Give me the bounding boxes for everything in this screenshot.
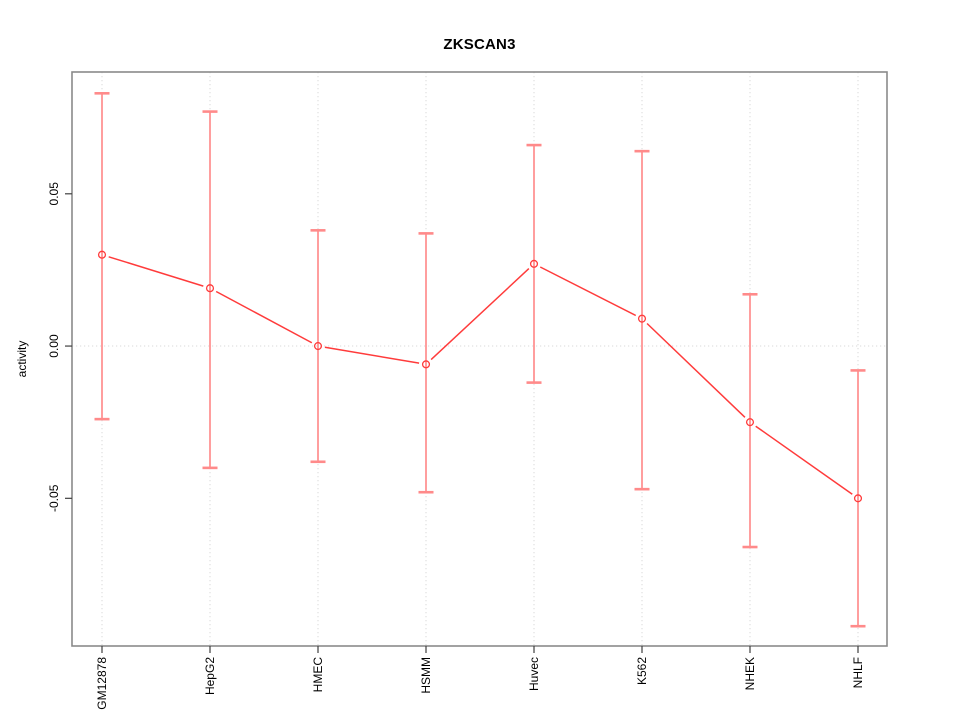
x-tick-label: NHLF xyxy=(851,657,865,688)
data-point xyxy=(637,314,647,323)
x-tick-label: Huvec xyxy=(527,657,541,691)
x-tick-label: HepG2 xyxy=(203,657,217,695)
data-point xyxy=(205,284,215,293)
data-point xyxy=(97,250,107,259)
series-segment xyxy=(539,266,637,317)
y-tick-label: 0.05 xyxy=(47,182,61,206)
data-point xyxy=(313,342,323,351)
y-tick-label: 0.00 xyxy=(47,334,61,358)
data-point xyxy=(421,360,431,369)
x-tick-label: HSMM xyxy=(419,657,433,694)
series-segment xyxy=(755,425,853,495)
data-point xyxy=(853,494,863,503)
series-segment xyxy=(646,322,746,418)
x-tick-label: K562 xyxy=(635,657,649,685)
series-segment xyxy=(215,290,313,344)
data-point xyxy=(529,259,539,268)
y-tick-label: -0.05 xyxy=(47,484,61,512)
x-tick-label: GM12878 xyxy=(95,657,109,710)
plot-box xyxy=(71,71,888,647)
chart-title: ZKSCAN3 xyxy=(443,36,516,53)
data-point xyxy=(745,418,755,427)
series-segment xyxy=(324,346,420,364)
series-segment xyxy=(430,268,530,361)
x-tick-label: HMEC xyxy=(311,657,325,693)
x-tick-label: NHEK xyxy=(743,657,757,690)
series-segment xyxy=(108,256,204,287)
